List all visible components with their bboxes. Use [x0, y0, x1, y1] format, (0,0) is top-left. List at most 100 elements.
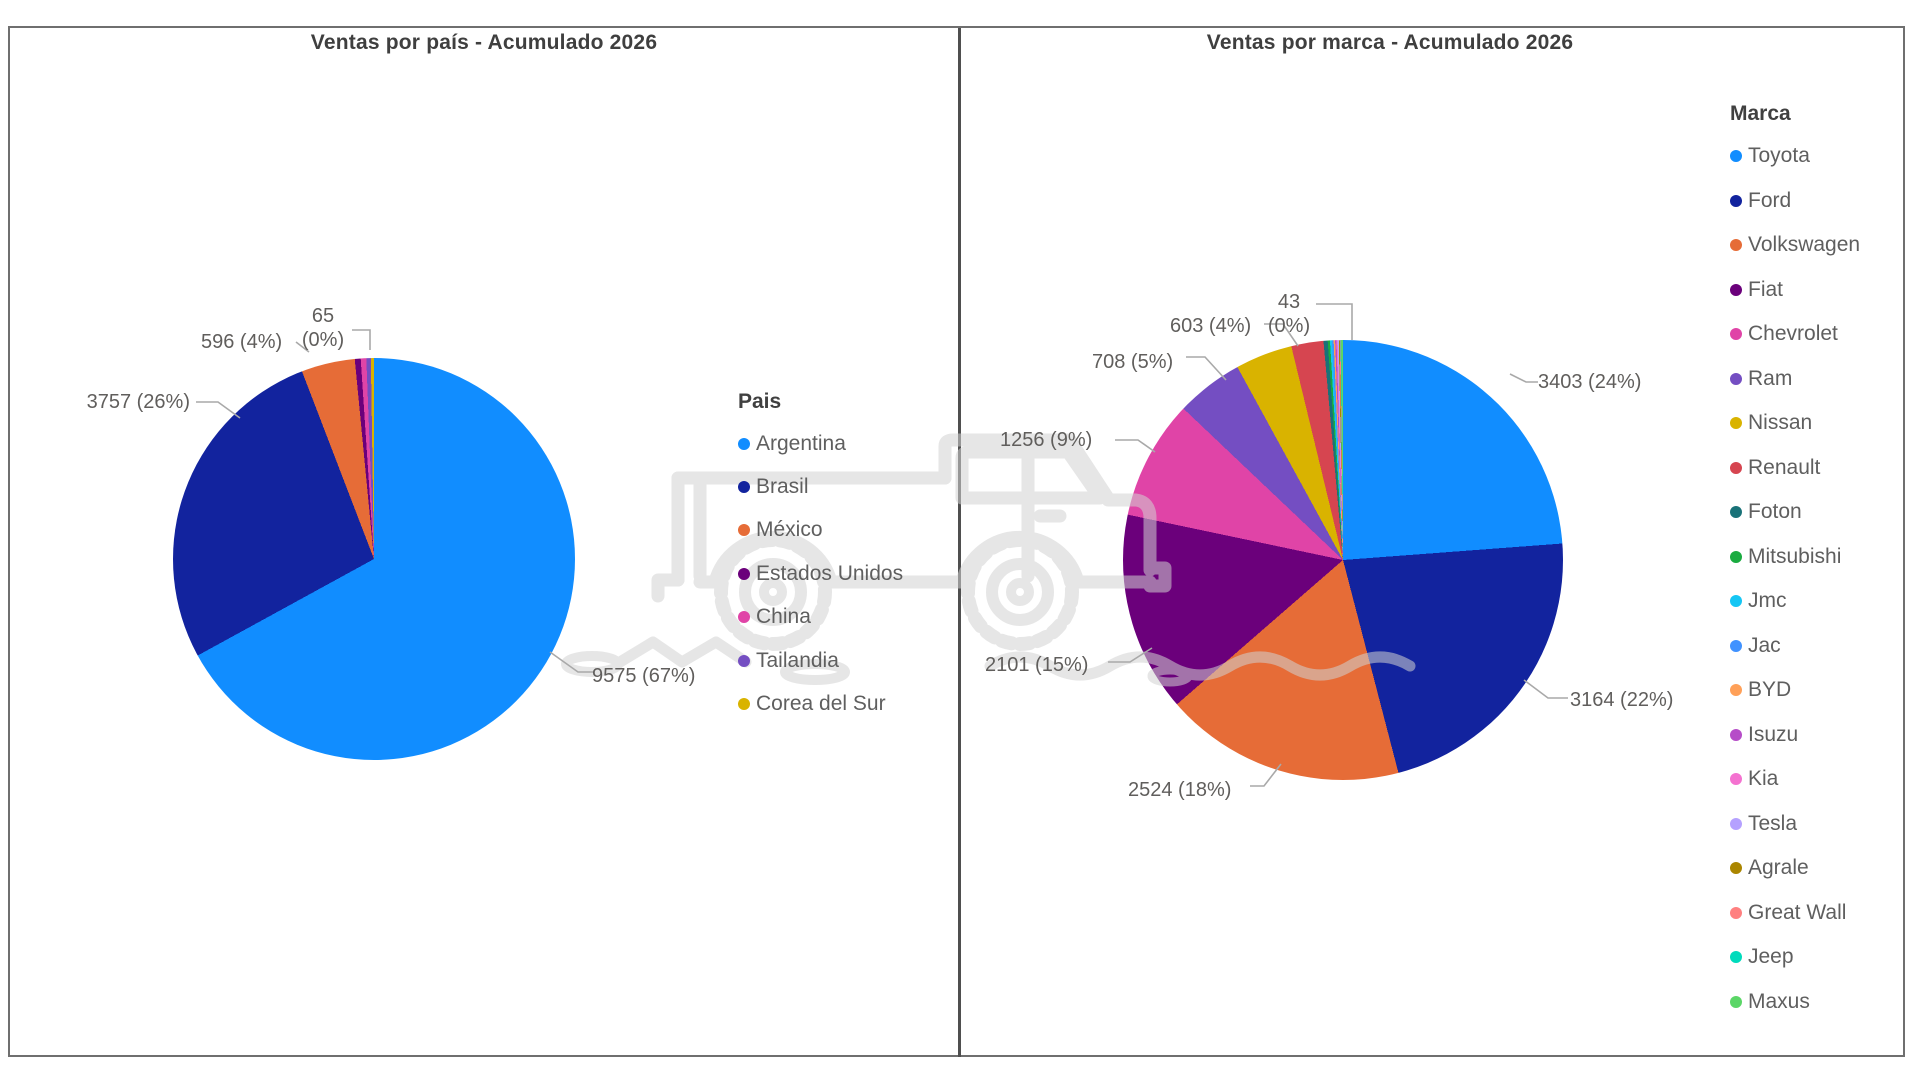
data-label: 2524 (18%) — [1128, 779, 1232, 801]
legend-item-ram[interactable]: Ram — [1730, 357, 1860, 402]
legend-pais: Pais Argentina Brasil México Estados Unidos… — [738, 390, 903, 726]
legend-item-nissan[interactable]: Nissan — [1730, 401, 1860, 446]
legend-dot — [738, 524, 750, 537]
data-label: 43 (0%) — [1267, 291, 1311, 337]
legend-dot — [738, 611, 750, 624]
legend-item-label: Jmc — [1748, 589, 1787, 613]
legend-item-tesla[interactable]: Tesla — [1730, 802, 1860, 847]
data-label: 3757 (26%) — [86, 391, 190, 413]
legend-item-méxico[interactable]: México — [738, 509, 903, 552]
legend-item-jmc[interactable]: Jmc — [1730, 579, 1860, 624]
legend-item-label: Agrale — [1748, 856, 1809, 880]
legend-item-label: Argentina — [756, 431, 846, 455]
legend-dot — [1730, 817, 1742, 830]
legend-item-brasil[interactable]: Brasil — [738, 465, 903, 508]
legend-item-label: Chevrolet — [1748, 322, 1838, 346]
legend-dot — [1730, 328, 1742, 341]
legend-item-label: Brasil — [756, 475, 809, 499]
legend-item-mitsubishi[interactable]: Mitsubishi — [1730, 535, 1860, 580]
legend-item-tailandia[interactable]: Tailandia — [738, 639, 903, 682]
legend-dot — [1730, 506, 1742, 519]
legend-item-label: Mitsubishi — [1748, 544, 1842, 568]
legend-item-label: Ram — [1748, 366, 1793, 390]
legend-dot — [738, 437, 750, 450]
legend-item-label: Isuzu — [1748, 722, 1799, 746]
chart-title-marca: Ventas por marca - Acumulado 2026 — [1206, 31, 1574, 54]
legend-item-renault[interactable]: Renault — [1730, 446, 1860, 491]
legend-item-label: Fiat — [1748, 277, 1784, 301]
legend-dot — [1730, 995, 1742, 1008]
legend-item-fiat[interactable]: Fiat — [1730, 268, 1860, 313]
data-label: 3403 (24%) — [1538, 371, 1642, 393]
legend-item-argentina[interactable]: Argentina — [738, 422, 903, 465]
legend-dot — [1730, 372, 1742, 385]
legend-dot — [1730, 550, 1742, 563]
legend-dot — [1730, 684, 1742, 697]
legend-dot — [738, 567, 750, 580]
legend-item-label: Estados Unidos — [756, 561, 904, 585]
legend-item-jeep[interactable]: Jeep — [1730, 935, 1860, 980]
legend-item-china[interactable]: China — [738, 596, 903, 639]
data-label: 9575 (67%) — [592, 665, 696, 687]
legend-dot — [1730, 639, 1742, 652]
legend-dot — [1730, 239, 1742, 252]
legend-item-maxus[interactable]: Maxus — [1730, 980, 1860, 1025]
legend-dot — [1730, 283, 1742, 296]
legend-items: Argentina Brasil México Estados Unidos China… — [738, 422, 903, 726]
chart-title-pais: Ventas por país - Acumulado 2026 — [310, 31, 658, 54]
legend-dot — [1730, 906, 1742, 919]
legend-item-kia[interactable]: Kia — [1730, 757, 1860, 802]
legend-item-isuzu[interactable]: Isuzu — [1730, 713, 1860, 758]
legend-dot — [1730, 150, 1742, 163]
legend-item-label: Toyota — [1748, 144, 1810, 168]
data-label: 708 (5%) — [1092, 351, 1174, 373]
legend-title: Marca — [1730, 102, 1791, 125]
legend-item-byd[interactable]: BYD — [1730, 668, 1860, 713]
data-label: 596 (4%) — [201, 331, 283, 353]
legend-item-label: Tesla — [1748, 811, 1798, 835]
legend-item-label: Jac — [1748, 633, 1781, 657]
legend-dot — [1730, 417, 1742, 430]
legend-item-label: Tailandia — [756, 648, 839, 672]
data-label: 603 (4%) — [1170, 315, 1252, 337]
legend-item-label: Corea del Sur — [756, 692, 886, 716]
pie-ventas-por-marca[interactable] — [1123, 340, 1563, 780]
legend-item-volkswagen[interactable]: Volkswagen — [1730, 223, 1860, 268]
legend-dot — [1730, 951, 1742, 964]
legend-item-corea-del-sur[interactable]: Corea del Sur — [738, 682, 903, 725]
legend-item-label: BYD — [1748, 678, 1792, 702]
legend-item-toyota[interactable]: Toyota — [1730, 134, 1860, 179]
legend-dot — [738, 481, 750, 494]
legend-item-label: México — [756, 518, 823, 542]
legend-item-chevrolet[interactable]: Chevrolet — [1730, 312, 1860, 357]
legend-item-ford[interactable]: Ford — [1730, 179, 1860, 224]
legend-item-label: Ford — [1748, 188, 1792, 212]
pie-ventas-por-pais[interactable] — [173, 358, 575, 760]
legend-dot — [1730, 595, 1742, 608]
legend-item-agrale[interactable]: Agrale — [1730, 846, 1860, 891]
legend-item-label: Nissan — [1748, 411, 1813, 435]
legend-item-label: Great Wall — [1748, 900, 1847, 924]
legend-dot — [1730, 728, 1742, 741]
legend-item-estados-unidos[interactable]: Estados Unidos — [738, 552, 903, 595]
legend-item-foton[interactable]: Foton — [1730, 490, 1860, 535]
panel-divider — [958, 28, 961, 1057]
legend-item-label: Volkswagen — [1748, 233, 1861, 257]
legend-item-label: Renault — [1748, 455, 1821, 479]
legend-item-label: Kia — [1748, 767, 1779, 791]
legend-dot — [1730, 461, 1742, 474]
data-label: 65 (0%) — [301, 305, 345, 351]
legend-item-label: Maxus — [1748, 989, 1810, 1013]
legend-dot — [1730, 862, 1742, 875]
legend-item-label: Jeep — [1748, 945, 1794, 969]
legend-title: Pais — [738, 390, 782, 413]
legend-item-great-wall[interactable]: Great Wall — [1730, 891, 1860, 936]
legend-items: Toyota Ford Volkswagen Fiat Chevrolet Ram Niss… — [1730, 134, 1860, 1024]
data-label: 3164 (22%) — [1570, 689, 1674, 711]
legend-item-label: Foton — [1748, 500, 1802, 524]
data-label: 1256 (9%) — [1000, 429, 1093, 451]
data-label: 2101 (15%) — [985, 654, 1089, 676]
legend-item-jac[interactable]: Jac — [1730, 624, 1860, 669]
legend-dot — [1730, 773, 1742, 786]
